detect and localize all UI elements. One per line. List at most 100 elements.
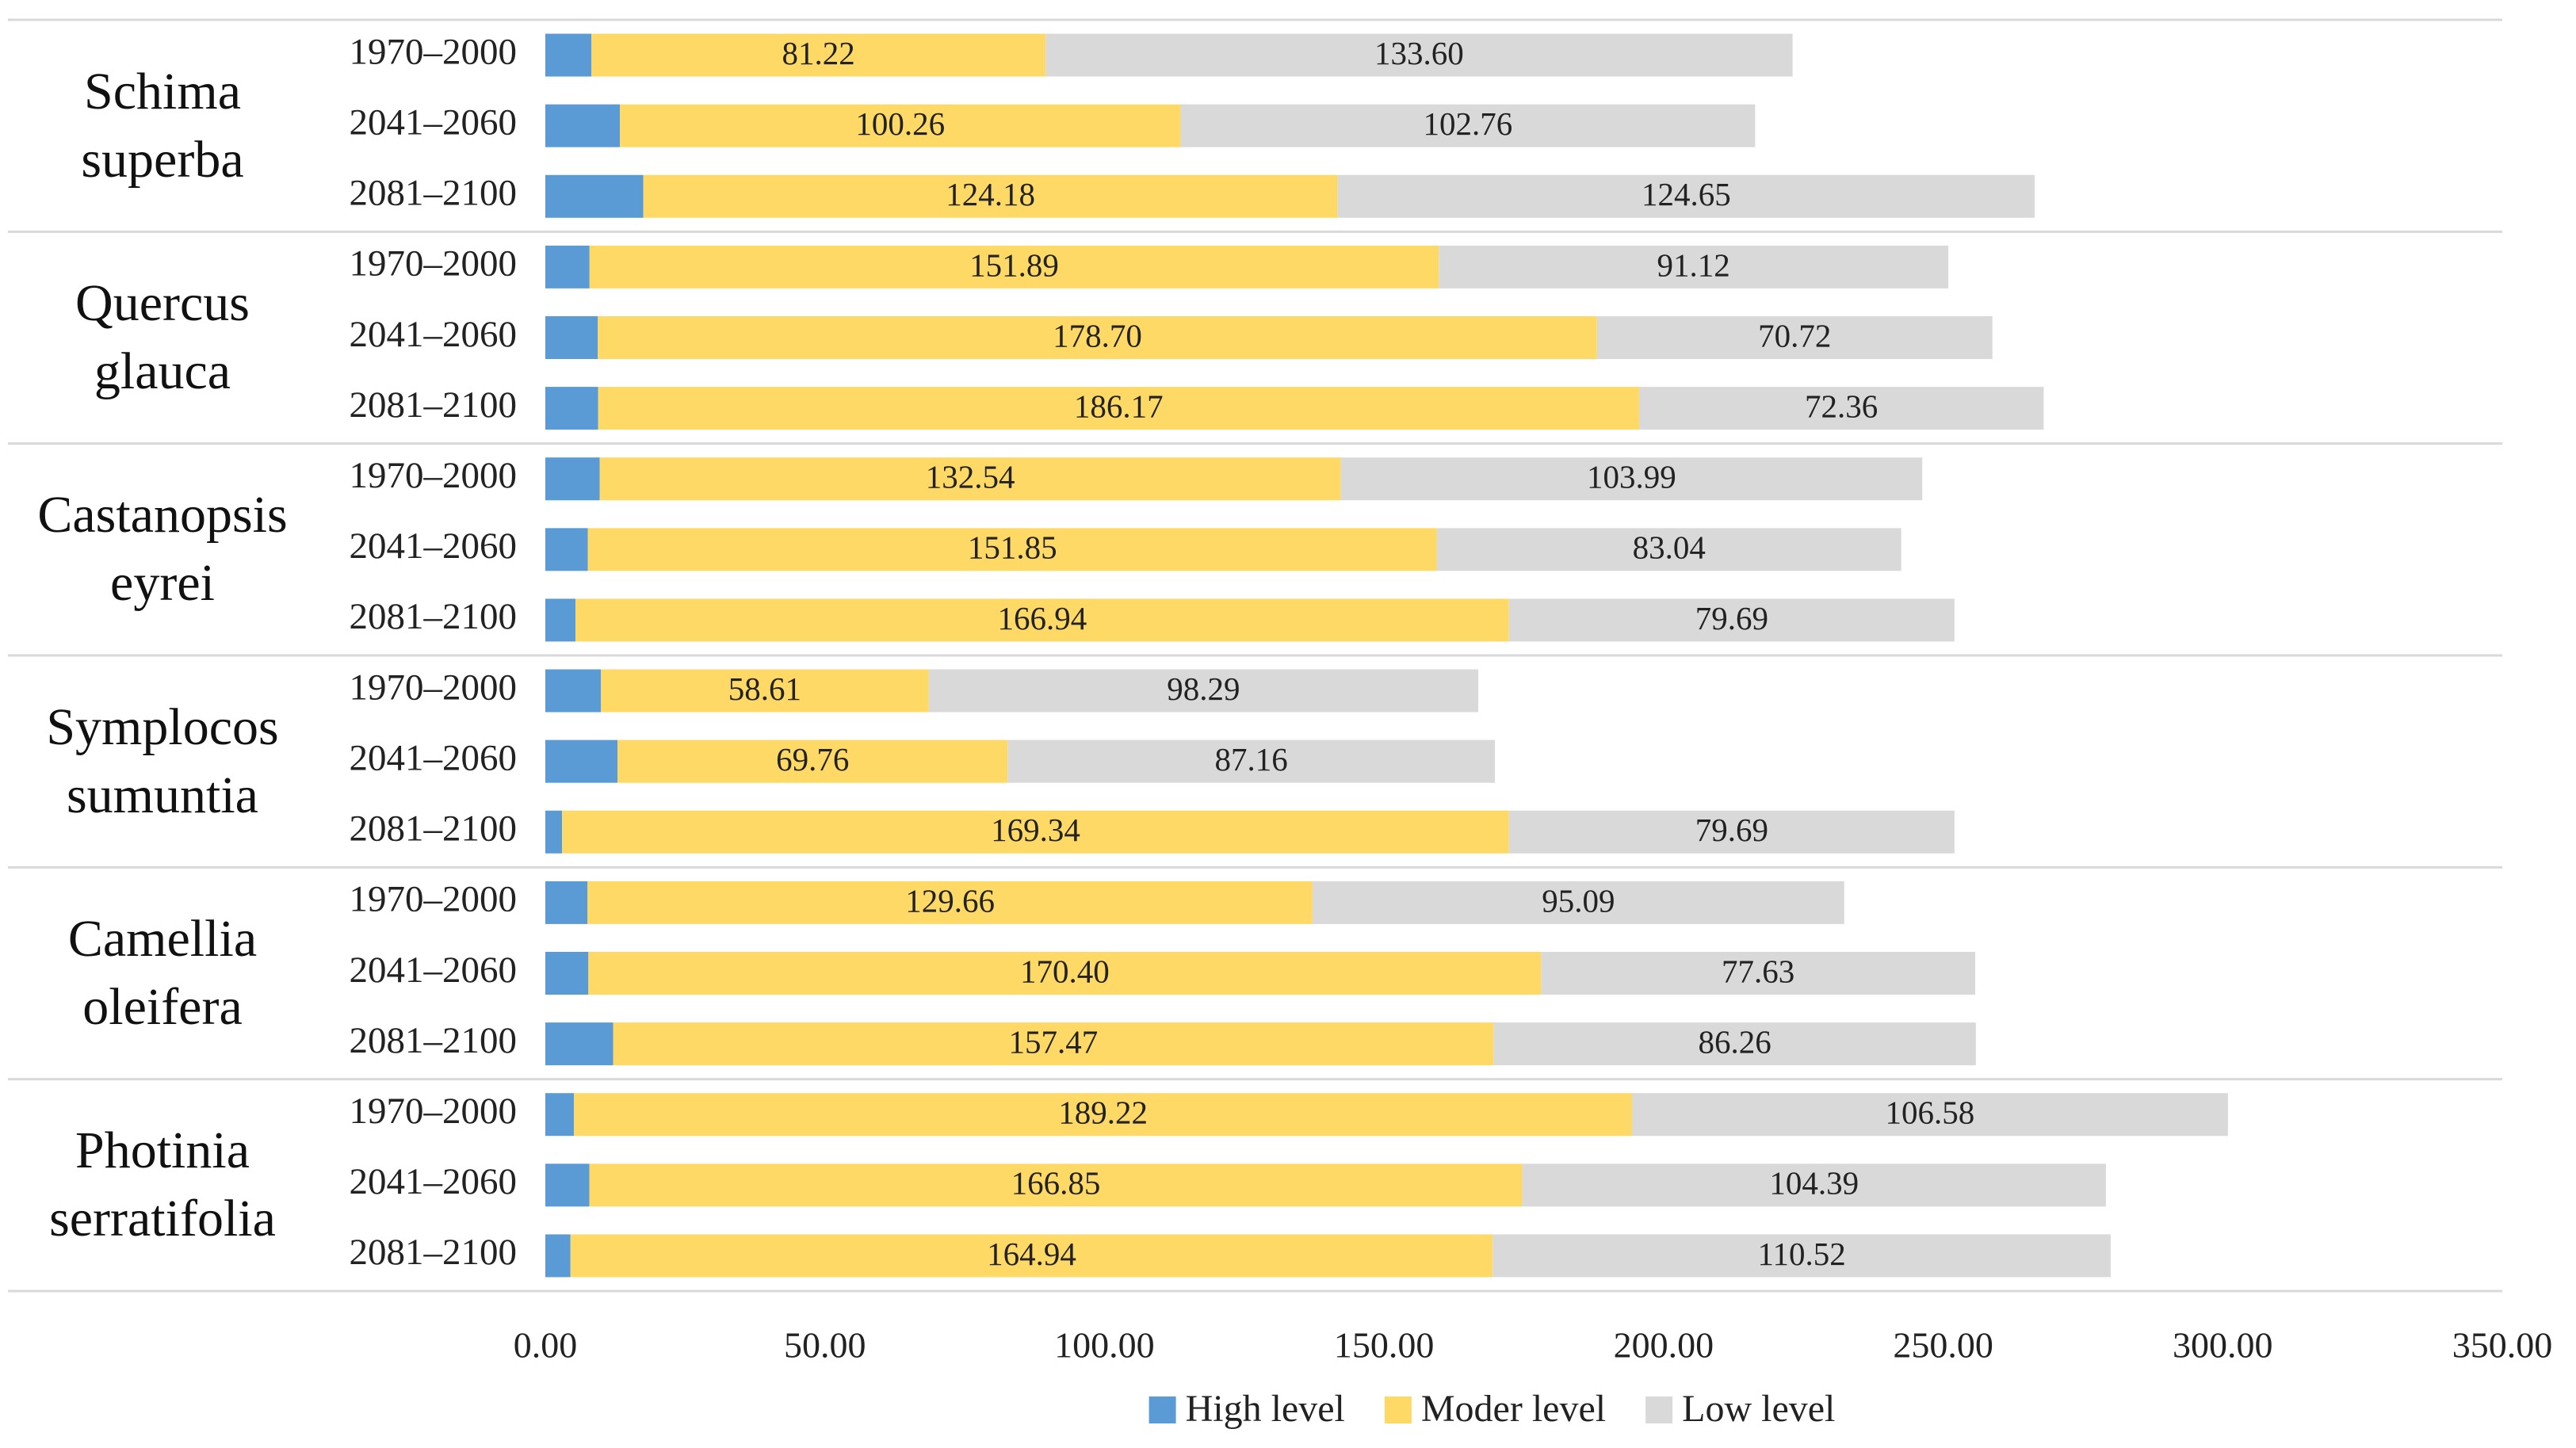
y-tick-label: 1970–2000 bbox=[350, 455, 518, 496]
bar-segment bbox=[545, 33, 592, 77]
bar-segment bbox=[1439, 245, 1949, 288]
bar-segment bbox=[588, 952, 1542, 995]
value-label: 132.54 bbox=[926, 459, 1015, 495]
x-tick-label: 0.00 bbox=[514, 1325, 578, 1366]
bar-segment bbox=[545, 104, 621, 147]
bar-segment bbox=[545, 528, 588, 571]
bar-segment bbox=[1638, 387, 2044, 430]
bar-segment bbox=[545, 387, 598, 430]
bar-segment bbox=[1337, 174, 2035, 218]
bar-segment bbox=[1541, 952, 1975, 995]
group-label: Symplocos sumuntia bbox=[46, 697, 279, 824]
bar-segment bbox=[587, 881, 1313, 924]
group-label-box: Symplocos sumuntia bbox=[0, 655, 325, 867]
bar-segment bbox=[545, 1163, 590, 1207]
bar-segment bbox=[617, 739, 1008, 783]
bar-segment bbox=[598, 387, 1639, 430]
bar-segment bbox=[1180, 104, 1756, 147]
bar-segment bbox=[1007, 739, 1496, 783]
group-label: Castanopsis eyrei bbox=[37, 486, 288, 613]
value-label: 186.17 bbox=[1074, 388, 1164, 425]
value-label: 87.16 bbox=[1215, 741, 1288, 777]
bar-segment bbox=[598, 316, 1597, 359]
value-label: 133.60 bbox=[1374, 35, 1464, 71]
y-tick-label: 2041–2060 bbox=[350, 949, 518, 991]
bar-segment bbox=[928, 669, 1479, 713]
value-label: 103.99 bbox=[1587, 459, 1676, 495]
bar-segment bbox=[599, 457, 1341, 501]
legend-swatch bbox=[1148, 1396, 1176, 1423]
value-label: 91.12 bbox=[1657, 246, 1730, 283]
bar-segment bbox=[601, 669, 929, 713]
value-label: 151.85 bbox=[968, 529, 1057, 566]
bar-segment bbox=[545, 669, 602, 713]
value-label: 157.47 bbox=[1009, 1024, 1099, 1060]
bar-segment bbox=[545, 881, 588, 924]
y-tick-label: 1970–2000 bbox=[350, 879, 518, 920]
y-tick-label: 2081–2100 bbox=[350, 173, 518, 214]
value-label: 189.22 bbox=[1058, 1095, 1148, 1131]
x-tick-label: 200.00 bbox=[1614, 1325, 1714, 1366]
value-label: 170.40 bbox=[1020, 953, 1110, 989]
bar-segment bbox=[1493, 1022, 1976, 1066]
bar-segment bbox=[620, 104, 1181, 147]
bar-segment bbox=[1045, 33, 1793, 77]
legend-label: Moder level bbox=[1421, 1388, 1606, 1430]
group-label-box: Quercus glauca bbox=[0, 231, 325, 443]
y-tick-label: 2081–2100 bbox=[350, 1020, 518, 1061]
value-label: 178.70 bbox=[1053, 317, 1142, 353]
value-label: 86.26 bbox=[1698, 1024, 1771, 1060]
value-label: 69.76 bbox=[776, 741, 849, 777]
value-label: 70.72 bbox=[1758, 317, 1831, 353]
value-label: 166.94 bbox=[998, 600, 1087, 636]
value-label: 169.34 bbox=[991, 812, 1080, 848]
y-tick-label: 1970–2000 bbox=[350, 31, 518, 72]
x-tick-label: 350.00 bbox=[2452, 1325, 2553, 1366]
bar-segment bbox=[570, 1234, 1493, 1278]
bar-segment bbox=[589, 1163, 1523, 1207]
value-label: 166.85 bbox=[1011, 1165, 1101, 1202]
y-tick-label: 2081–2100 bbox=[350, 1232, 518, 1273]
bar-segment bbox=[545, 316, 598, 359]
bar-segment bbox=[1312, 881, 1844, 924]
bar-segment bbox=[545, 1093, 575, 1137]
group-label: Schima superba bbox=[81, 62, 244, 189]
legend-label: High level bbox=[1186, 1388, 1345, 1430]
value-label: 106.58 bbox=[1886, 1095, 1975, 1131]
x-tick-label: 50.00 bbox=[784, 1325, 866, 1366]
y-tick-label: 2041–2060 bbox=[350, 525, 518, 567]
value-label: 164.94 bbox=[987, 1236, 1076, 1272]
x-tick-label: 250.00 bbox=[1893, 1325, 1993, 1366]
y-tick-label: 2081–2100 bbox=[350, 384, 518, 426]
y-tick-label: 2041–2060 bbox=[350, 314, 518, 355]
group-label-box: Schima superba bbox=[0, 20, 325, 231]
x-tick-label: 300.00 bbox=[2173, 1325, 2273, 1366]
bar-segment bbox=[562, 810, 1509, 854]
group-label: Camellia oleifera bbox=[67, 909, 258, 1036]
bar-segment bbox=[1492, 1234, 2111, 1278]
group-label-box: Photinia serratifolia bbox=[0, 1079, 325, 1291]
value-label: 79.69 bbox=[1695, 600, 1768, 636]
group-label: Quercus glauca bbox=[75, 273, 250, 400]
y-tick-label: 1970–2000 bbox=[350, 667, 518, 708]
y-tick-label: 1970–2000 bbox=[350, 243, 518, 285]
y-tick-label: 1970–2000 bbox=[350, 1091, 518, 1132]
bar-segment bbox=[643, 174, 1338, 218]
group-label-box: Camellia oleifera bbox=[0, 867, 325, 1079]
group-label-box: Castanopsis eyrei bbox=[0, 444, 325, 655]
value-label: 110.52 bbox=[1757, 1236, 1845, 1272]
bar-segment bbox=[587, 528, 1437, 571]
bar-segment bbox=[1508, 598, 1955, 642]
bar-segment bbox=[545, 810, 563, 854]
bar-segment bbox=[545, 457, 600, 501]
legend-label: Low level bbox=[1682, 1388, 1835, 1430]
bar-segment bbox=[1522, 1163, 2106, 1207]
bar-segment bbox=[591, 33, 1046, 77]
bar-segment bbox=[545, 739, 618, 783]
value-label: 98.29 bbox=[1167, 671, 1240, 707]
y-tick-label: 2041–2060 bbox=[350, 1161, 518, 1202]
bar-segment bbox=[1632, 1093, 2228, 1137]
value-label: 124.65 bbox=[1642, 176, 1731, 212]
legend-swatch bbox=[1384, 1396, 1412, 1423]
y-tick-label: 2041–2060 bbox=[350, 737, 518, 778]
